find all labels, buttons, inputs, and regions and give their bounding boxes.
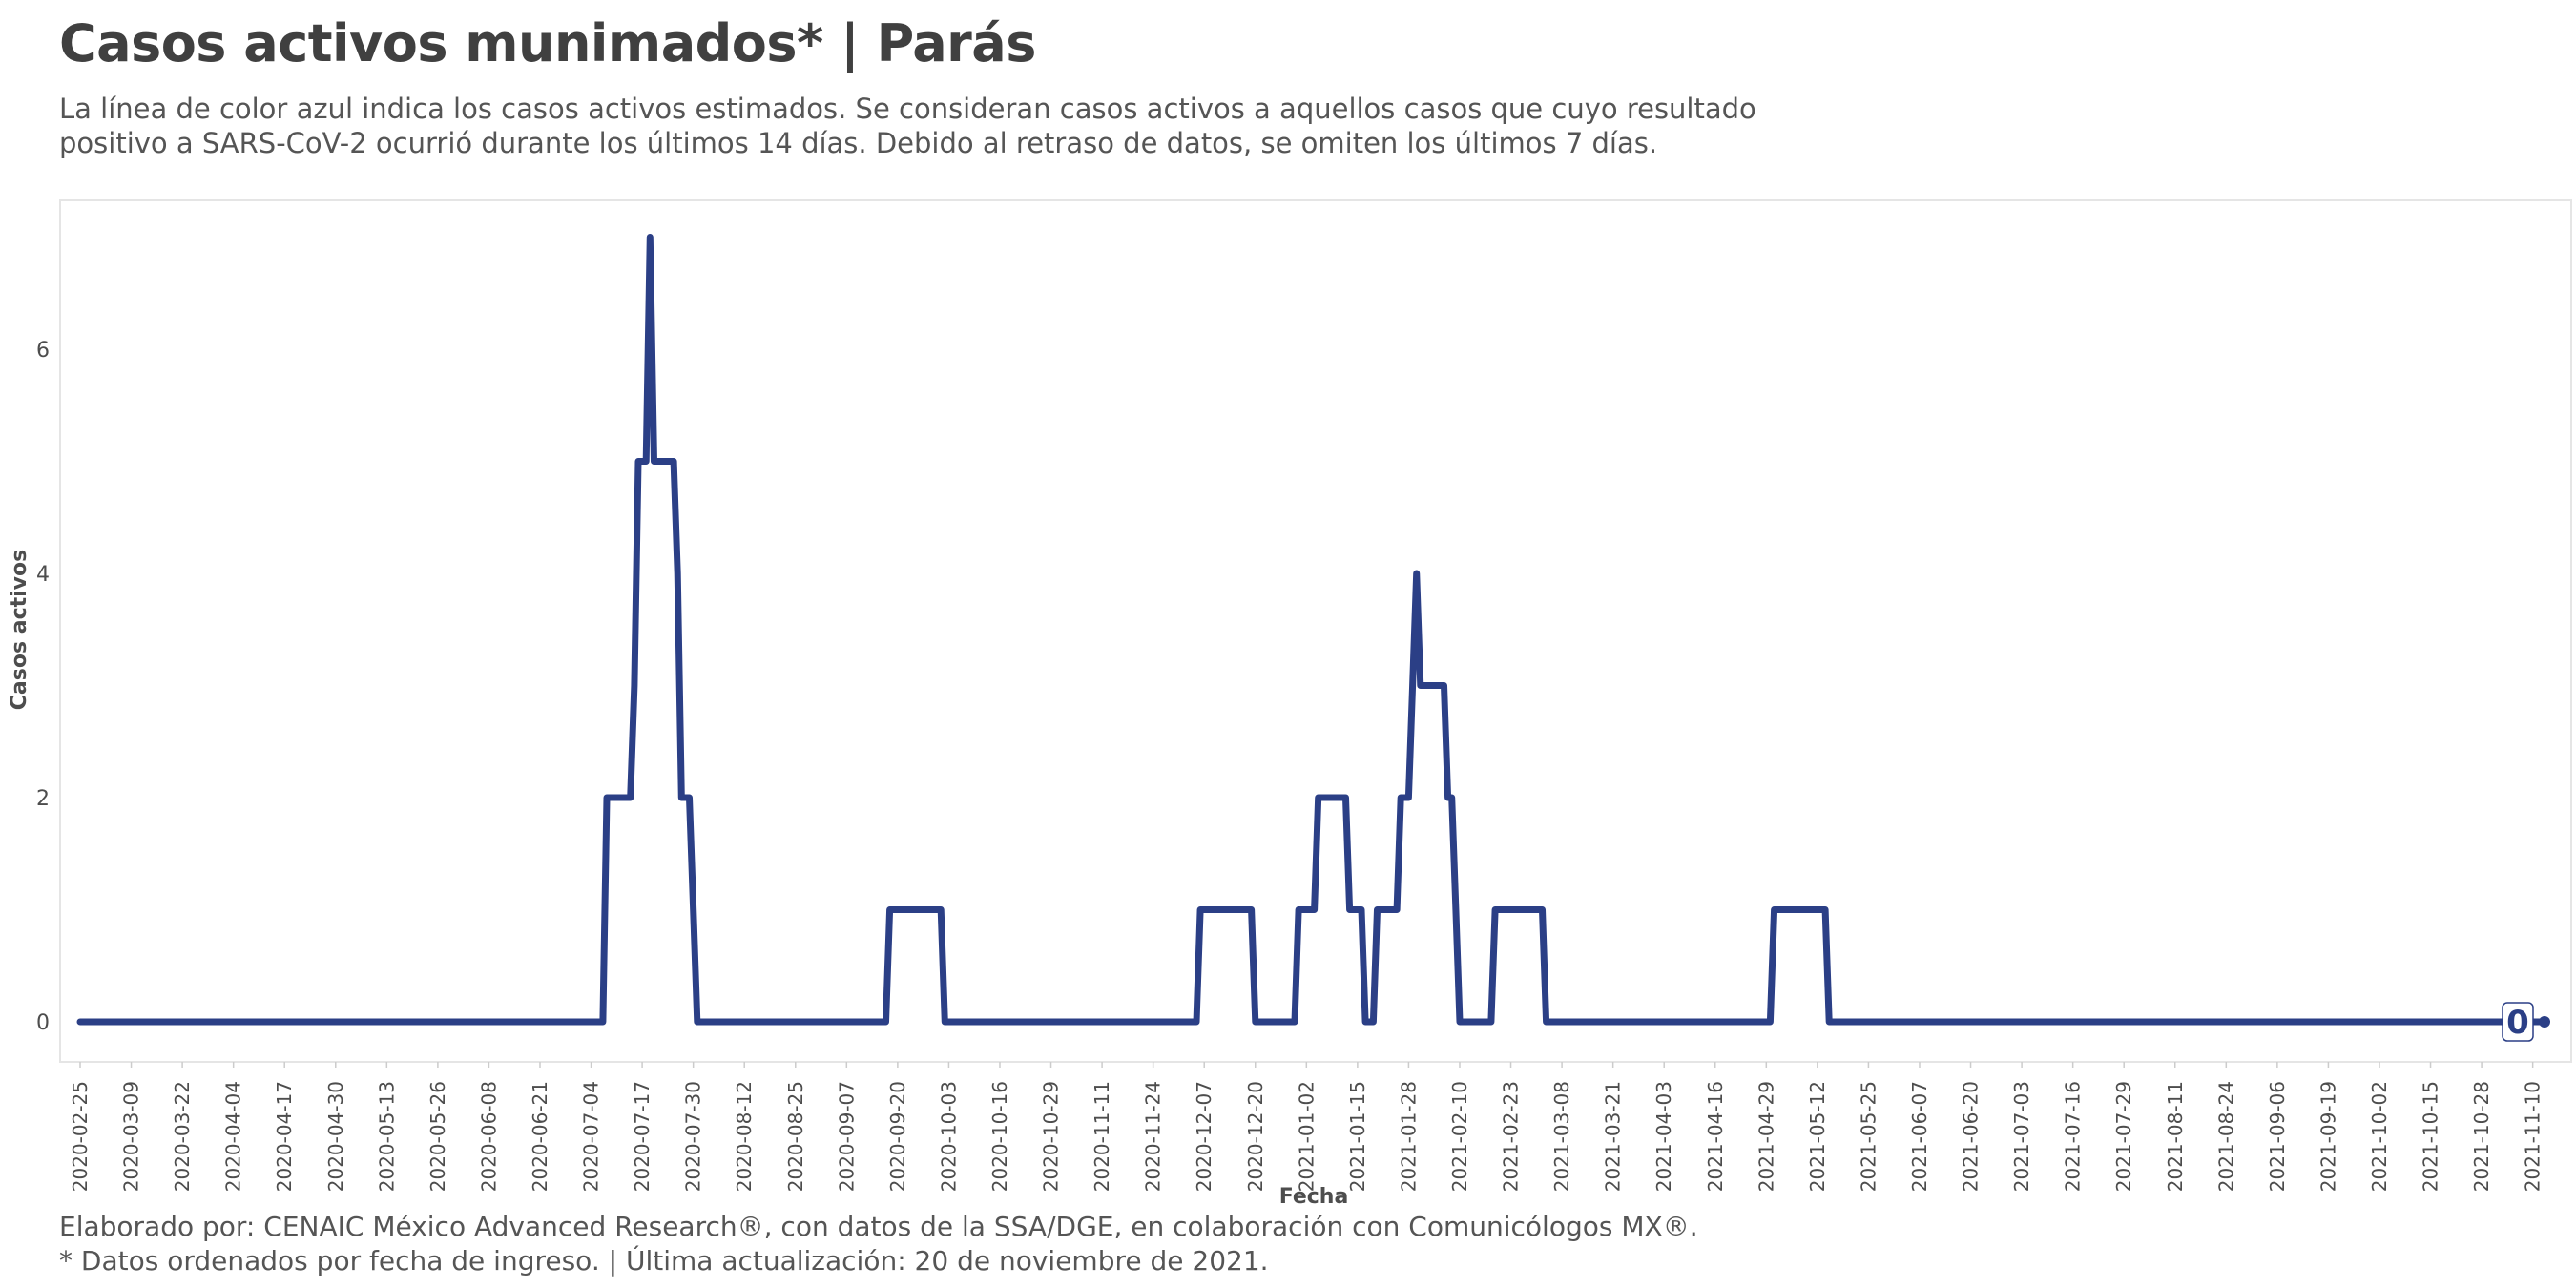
end-label-box (2502, 1002, 2534, 1042)
x-tick-label: 2021-08-11 (2164, 1081, 2187, 1192)
x-axis: 2020-02-25 2020-03-09 2020-03-22 2020-04-04… (69, 1062, 2545, 1192)
x-tick-label: 2020-07-30 (682, 1081, 705, 1192)
x-tick-label: 2021-04-16 (1704, 1081, 1727, 1192)
x-tick-label: 2021-05-25 (1857, 1081, 1880, 1192)
x-tick-label: 2020-07-04 (580, 1081, 603, 1192)
y-tick-label: 2 (36, 787, 50, 811)
x-tick-label: 2021-04-29 (1755, 1081, 1777, 1192)
x-tick-label: 2021-03-08 (1550, 1081, 1573, 1192)
x-tick-label: 2020-12-07 (1193, 1081, 1215, 1192)
x-tick-label: 2021-11-10 (2522, 1081, 2545, 1192)
series-line-casos-activos (76, 234, 2548, 1026)
x-tick-label: 2020-07-17 (631, 1081, 654, 1192)
x-axis-title: Fecha (1279, 1185, 1349, 1209)
end-point (2539, 1016, 2550, 1028)
y-axis: 0 2 4 6 (36, 339, 50, 1035)
x-tick-label: 2021-10-15 (2420, 1081, 2442, 1192)
x-tick-label: 2020-10-29 (1040, 1081, 1063, 1192)
end-label: 0 (2506, 1004, 2529, 1042)
x-tick-label: 2020-10-03 (937, 1081, 960, 1192)
x-tick-label: 2020-12-20 (1244, 1081, 1267, 1192)
x-tick-label: 2020-11-24 (1142, 1081, 1165, 1192)
x-tick-label: 2021-07-16 (2062, 1081, 2085, 1192)
x-tick-label: 2020-03-09 (120, 1081, 143, 1192)
y-tick-label: 6 (36, 339, 50, 363)
x-tick-label: 2020-05-26 (426, 1081, 449, 1192)
x-tick-label: 2020-10-16 (988, 1081, 1011, 1192)
x-tick-label: 2020-11-11 (1091, 1081, 1113, 1192)
chart-caption: Elaborado por: CENAIC México Advanced Re… (59, 1210, 1698, 1278)
x-tick-label: 2021-02-10 (1448, 1081, 1471, 1192)
x-tick-label: 2020-08-25 (784, 1081, 807, 1192)
x-tick-label: 2020-06-08 (477, 1081, 500, 1192)
chart-subtitle: La línea de color azul indica los casos … (59, 93, 1756, 159)
x-tick-label: 2021-04-03 (1652, 1081, 1675, 1192)
x-tick-label: 2020-06-21 (529, 1081, 551, 1192)
caption-source: Elaborado por: CENAIC México Advanced Re… (59, 1211, 1698, 1242)
x-tick-label: 2021-01-15 (1346, 1081, 1369, 1192)
x-tick-label: 2021-01-02 (1295, 1081, 1318, 1192)
x-tick-label: 2021-07-03 (2010, 1081, 2033, 1192)
x-tick-label: 2020-02-25 (69, 1081, 92, 1192)
x-tick-label: 2021-08-24 (2214, 1081, 2237, 1192)
plot-panel (59, 199, 2572, 1063)
x-tick-label: 2020-09-07 (835, 1081, 858, 1192)
y-tick-label: 0 (36, 1011, 50, 1035)
caption-note: * Datos ordenados por fecha de ingreso. … (59, 1245, 1269, 1277)
x-tick-label: 2021-10-02 (2368, 1081, 2391, 1192)
x-tick-label: 2020-03-22 (171, 1081, 194, 1192)
x-tick-label: 2020-04-30 (324, 1081, 347, 1192)
y-axis-title: Casos activos (8, 550, 31, 710)
x-tick-label: 2021-06-20 (1960, 1081, 1983, 1192)
x-tick-label: 2021-03-21 (1602, 1081, 1625, 1192)
x-tick-label: 2021-01-28 (1397, 1081, 1420, 1192)
x-tick-label: 2020-04-17 (273, 1081, 296, 1192)
x-tick-label: 2021-06-07 (1908, 1081, 1931, 1192)
x-tick-label: 2021-10-28 (2470, 1081, 2493, 1192)
x-tick-label: 2021-05-12 (1806, 1081, 1829, 1192)
chart-title: Casos activos munimados* | Parás (59, 13, 1036, 73)
x-tick-label: 2021-02-23 (1500, 1081, 1523, 1192)
x-tick-label: 2020-08-12 (733, 1081, 756, 1192)
x-tick-label: 2020-09-20 (886, 1081, 909, 1192)
x-tick-label: 2021-07-29 (2112, 1081, 2135, 1192)
x-tick-label: 2020-04-04 (222, 1081, 245, 1192)
x-tick-label: 2020-05-13 (375, 1081, 398, 1192)
y-tick-label: 4 (36, 563, 50, 587)
x-tick-label: 2021-09-06 (2266, 1081, 2289, 1192)
x-tick-label: 2021-09-19 (2316, 1081, 2339, 1192)
